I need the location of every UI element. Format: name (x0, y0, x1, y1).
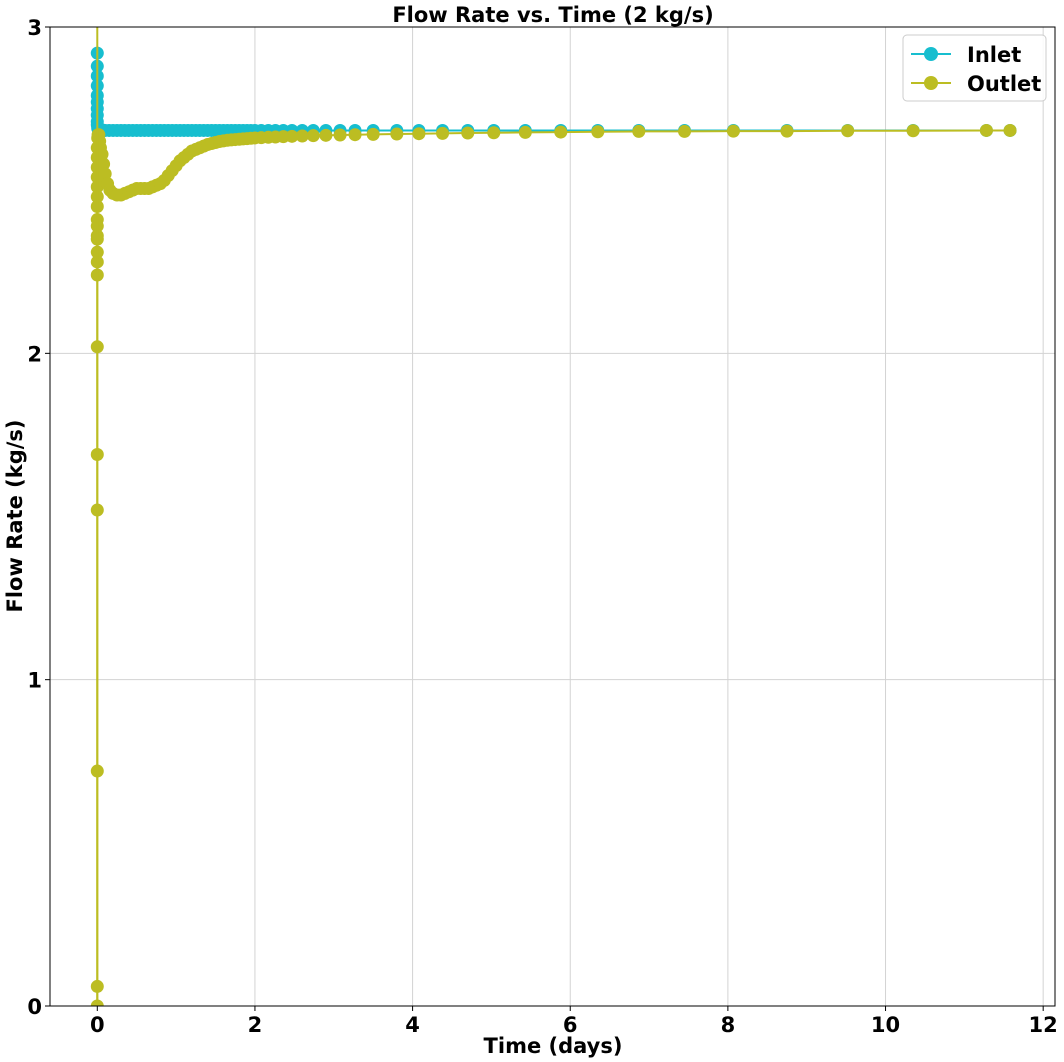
x-tick-label: 0 (90, 1013, 105, 1037)
data-point-outlet (678, 125, 691, 138)
grid-lines (50, 27, 1055, 1006)
data-point-outlet (554, 126, 567, 139)
data-point-outlet (632, 125, 645, 138)
data-point-outlet (367, 128, 380, 141)
data-point-outlet (841, 124, 854, 137)
x-tick-label: 12 (1029, 1013, 1058, 1037)
legend-marker (924, 76, 938, 90)
x-tick-label: 8 (721, 1013, 736, 1037)
data-point-outlet (461, 127, 474, 140)
series-line-outlet (97, 130, 1010, 1006)
data-point-outlet (907, 124, 920, 137)
y-tick-label: 3 (27, 16, 42, 40)
data-point-outlet (412, 127, 425, 140)
series-inlet (91, 47, 1017, 137)
legend-label: Outlet (967, 72, 1041, 96)
y-tick-label: 2 (27, 342, 42, 366)
plot-frame (50, 27, 1055, 1006)
y-tick-label: 1 (27, 669, 42, 693)
data-point-outlet (307, 129, 320, 142)
legend-marker (924, 47, 938, 61)
data-point-outlet (980, 124, 993, 137)
x-tick-label: 2 (248, 1013, 263, 1037)
chart-title: Flow Rate vs. Time (2 kg/s) (392, 3, 713, 27)
data-point-outlet (390, 128, 403, 141)
data-point-outlet (334, 129, 347, 142)
data-point-outlet (781, 125, 794, 138)
data-point-outlet (591, 125, 604, 138)
y-tick-label: 0 (27, 995, 42, 1019)
data-point-outlet (487, 126, 500, 139)
y-axis-label: Flow Rate (kg/s) (3, 420, 27, 613)
series-outlet (91, 124, 1017, 1013)
data-point-outlet (1004, 124, 1017, 137)
x-tick-label: 10 (871, 1013, 900, 1037)
series-layer (91, 27, 1017, 1013)
x-axis-label: Time (days) (484, 1034, 623, 1058)
series-line-inlet (97, 53, 1010, 130)
data-point-outlet (519, 126, 532, 139)
legend-label: Inlet (967, 43, 1021, 67)
data-point-outlet (727, 125, 740, 138)
data-point-outlet (436, 127, 449, 140)
data-point-outlet (349, 128, 362, 141)
x-tick-label: 4 (405, 1013, 420, 1037)
legend: Inlet Outlet (903, 35, 1046, 101)
data-point-outlet (319, 129, 332, 142)
